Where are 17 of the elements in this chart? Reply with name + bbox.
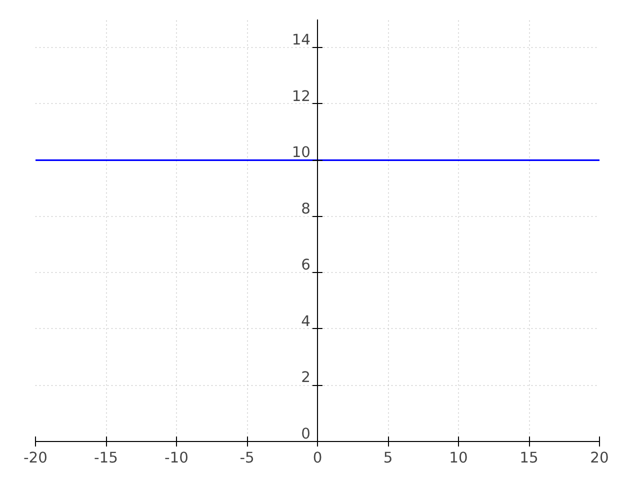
x-tick-label: -10 — [164, 450, 188, 466]
x-tick-label: 5 — [383, 450, 393, 466]
x-tick-label: -5 — [240, 450, 254, 466]
y-tick-label: 2 — [301, 369, 311, 386]
y-tick-label: 6 — [301, 256, 311, 274]
y-tick-label: 4 — [301, 312, 311, 330]
x-tick-label: -20 — [24, 450, 48, 466]
x-tick-label: -15 — [94, 450, 118, 466]
x-tick-label: 20 — [590, 450, 609, 466]
y-tick-label: 0 — [301, 426, 311, 442]
y-tick-label: 14 — [292, 32, 311, 49]
y-tick-label: 12 — [292, 88, 311, 105]
y-tick-label: 10 — [292, 144, 311, 162]
x-tick-label: 10 — [449, 450, 468, 466]
x-tick-label: 15 — [520, 450, 538, 466]
y-tick-label: 8 — [301, 200, 311, 218]
x-tick-label: 0 — [312, 450, 322, 466]
